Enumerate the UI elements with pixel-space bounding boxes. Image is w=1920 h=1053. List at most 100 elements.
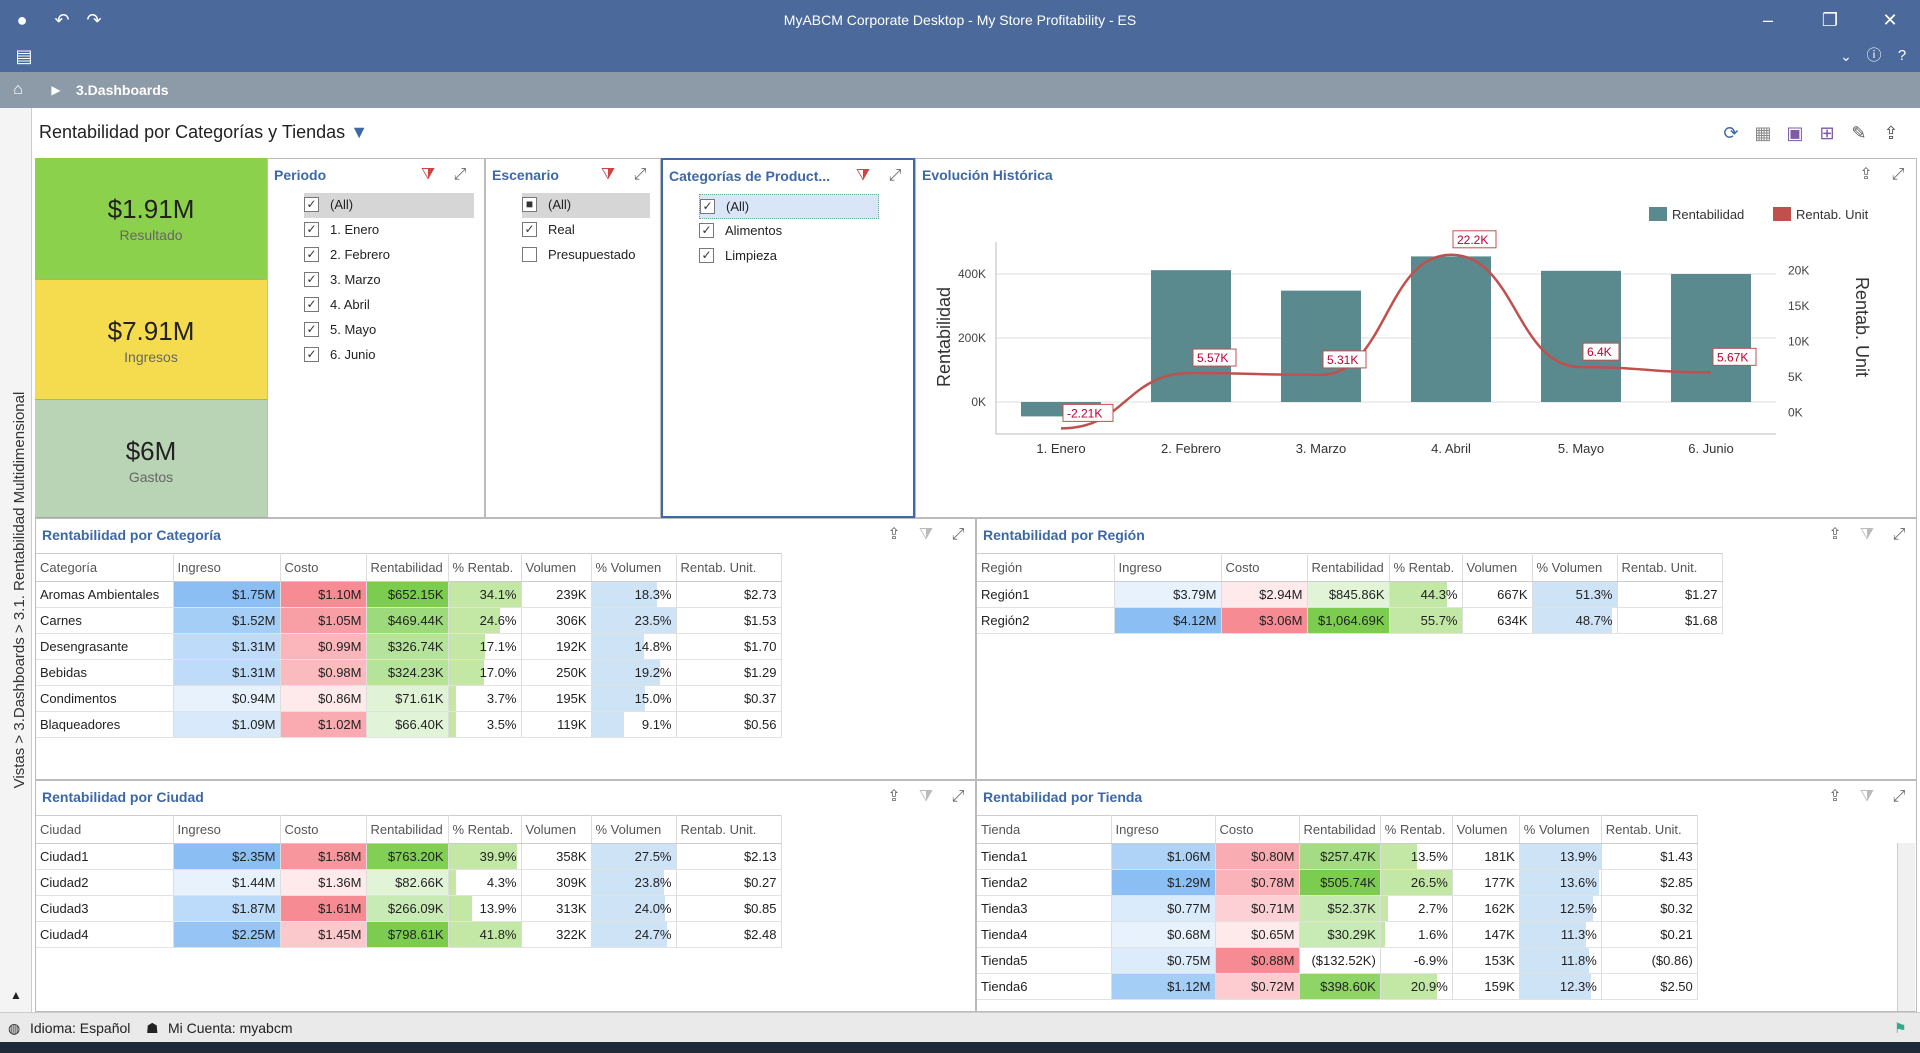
column-header[interactable]: Volumen xyxy=(521,815,592,844)
table-cell[interactable]: $2.50 xyxy=(1601,973,1698,1000)
language-status[interactable]: Idioma: Español xyxy=(30,1020,131,1036)
table-row[interactable]: Tienda3 $0.77M $0.71M $52.37K 2.7% 162K 12.5% $… xyxy=(977,895,1698,922)
table-cell[interactable]: $1,064.69K xyxy=(1307,607,1390,634)
table-cell[interactable]: $52.37K xyxy=(1299,895,1381,922)
checkbox[interactable]: ✓ xyxy=(304,272,319,287)
table-cell[interactable]: Desengrasante xyxy=(36,633,174,660)
filter-icon[interactable]: ▼ xyxy=(350,122,369,142)
table-cell[interactable]: 306K xyxy=(521,607,592,634)
table-cell[interactable]: 1.6% xyxy=(1380,921,1453,948)
column-header[interactable]: Costo xyxy=(280,815,367,844)
periodo-item[interactable]: ✓ 3. Marzo xyxy=(304,268,474,293)
table-row[interactable]: Tienda6 $1.12M $0.72M $398.60K 20.9% 159K 12.3… xyxy=(977,973,1698,1000)
minimize-icon[interactable]: – xyxy=(1762,10,1773,30)
checkbox[interactable]: ✓ xyxy=(304,222,319,237)
table-cell[interactable]: $1.06M xyxy=(1111,843,1216,870)
column-header[interactable]: Volumen xyxy=(1452,815,1520,844)
table-cell[interactable]: $1.44M xyxy=(173,869,281,896)
column-header[interactable]: % Rentab. xyxy=(1380,815,1453,844)
column-header[interactable]: Volumen xyxy=(1462,553,1533,582)
checkbox[interactable]: ✓ xyxy=(304,197,319,212)
flag-icon[interactable]: ⚑ xyxy=(1894,1020,1907,1036)
table-cell[interactable]: Ciudad3 xyxy=(36,895,174,922)
table-cell[interactable]: 153K xyxy=(1452,947,1520,974)
escenario-item[interactable]: Presupuestado xyxy=(522,243,650,268)
table-cell[interactable]: $0.72M xyxy=(1215,973,1300,1000)
table-cell[interactable]: Aromas Ambientales xyxy=(36,581,174,608)
clear-filter-icon[interactable]: ⧩ xyxy=(600,166,616,183)
checkbox[interactable]: ✓ xyxy=(700,199,715,214)
maximize-icon[interactable]: ⤢ xyxy=(951,788,965,805)
table-cell[interactable]: 162K xyxy=(1452,895,1520,922)
table-cell[interactable]: $0.32 xyxy=(1601,895,1698,922)
table-cell[interactable]: 309K xyxy=(521,869,592,896)
table-cell[interactable]: $1.36M xyxy=(280,869,367,896)
table-cell[interactable]: Carnes xyxy=(36,607,174,634)
export-icon[interactable]: ⇪ xyxy=(1828,788,1842,805)
table-cell[interactable]: 3.5% xyxy=(448,711,522,738)
table-row[interactable]: Región2 $4.12M $3.06M $1,064.69K 55.7% 634K 48… xyxy=(977,607,1723,634)
table-row[interactable]: Condimentos $0.94M $0.86M $71.61K 3.7% 195K 15… xyxy=(36,685,782,712)
table-cell[interactable]: $1.12M xyxy=(1111,973,1216,1000)
categoria-item[interactable]: ✓ Alimentos xyxy=(699,219,879,244)
table-cell[interactable]: $1.02M xyxy=(280,711,367,738)
table-cell[interactable]: 20.9% xyxy=(1380,973,1453,1000)
table-row[interactable]: Tienda5 $0.75M $0.88M ($132.52K) -6.9% 153K 11… xyxy=(977,947,1698,974)
table-cell[interactable]: $0.86M xyxy=(280,685,367,712)
table-row[interactable]: Blaqueadores $1.09M $1.02M $66.40K 3.5% 119K 9… xyxy=(36,711,782,738)
table-cell[interactable]: $0.21 xyxy=(1601,921,1698,948)
table-cell[interactable]: Tienda4 xyxy=(977,921,1112,948)
maximize-icon[interactable]: ⤢ xyxy=(1892,788,1906,805)
column-header[interactable]: Rentab. Unit. xyxy=(1617,553,1723,582)
table-cell[interactable]: 34.1% xyxy=(448,581,522,608)
table-row[interactable]: Región1 $3.79M $2.94M $845.86K 44.3% 667K 51.3… xyxy=(977,581,1723,608)
table-cell[interactable]: 3.7% xyxy=(448,685,522,712)
panel-toggle-icon[interactable]: ▤ xyxy=(15,46,33,66)
checkbox[interactable]: ✓ xyxy=(304,247,319,262)
column-header[interactable]: % Rentab. xyxy=(448,553,522,582)
table-cell[interactable]: $1.05M xyxy=(280,607,367,634)
column-header[interactable]: Rentab. Unit. xyxy=(676,553,782,582)
table-cell[interactable]: $1.27 xyxy=(1617,581,1723,608)
table-cell[interactable]: 44.3% xyxy=(1389,581,1463,608)
table-cell[interactable]: 358K xyxy=(521,843,592,870)
table-cell[interactable]: 159K xyxy=(1452,973,1520,1000)
checkbox[interactable]: ✓ xyxy=(304,322,319,337)
table-cell[interactable]: 181K xyxy=(1452,843,1520,870)
clear-filter-icon[interactable]: ⧩ xyxy=(420,166,436,183)
table-cell[interactable]: 192K xyxy=(521,633,592,660)
column-header[interactable]: Región xyxy=(977,553,1115,582)
table-cell[interactable]: ($0.86) xyxy=(1601,947,1698,974)
table-cell[interactable]: 11.3% xyxy=(1519,921,1602,948)
table-cell[interactable]: $2.85 xyxy=(1601,869,1698,896)
column-header[interactable]: Rentabilidad xyxy=(366,553,449,582)
table-cell[interactable]: $71.61K xyxy=(366,685,449,712)
table-cell[interactable]: $845.86K xyxy=(1307,581,1390,608)
table-cell[interactable]: $2.73 xyxy=(676,581,782,608)
table-cell[interactable]: 23.8% xyxy=(591,869,677,896)
column-header[interactable]: % Volumen xyxy=(1532,553,1618,582)
table-cell[interactable]: $4.12M xyxy=(1114,607,1222,634)
table-cell[interactable]: 11.8% xyxy=(1519,947,1602,974)
table-cell[interactable]: $1.31M xyxy=(173,659,281,686)
table-cell[interactable]: 9.1% xyxy=(591,711,677,738)
escenario-item[interactable]: ■ (All) xyxy=(522,193,650,218)
table-cell[interactable]: $1.53 xyxy=(676,607,782,634)
table-cell[interactable]: $0.68M xyxy=(1111,921,1216,948)
table-cell[interactable]: 250K xyxy=(521,659,592,686)
chevron-down-icon[interactable]: ⌄ xyxy=(1840,48,1852,64)
table-cell[interactable]: $30.29K xyxy=(1299,921,1381,948)
column-header[interactable]: Costo xyxy=(1221,553,1308,582)
table-cell[interactable]: $3.79M xyxy=(1114,581,1222,608)
periodo-item[interactable]: ✓ (All) xyxy=(304,193,474,218)
close-icon[interactable]: ✕ xyxy=(1882,10,1898,30)
export-icon[interactable]: ⇪ xyxy=(1883,123,1899,143)
table-cell[interactable]: $1.29 xyxy=(676,659,782,686)
table-cell[interactable]: 12.5% xyxy=(1519,895,1602,922)
column-header[interactable]: Ingreso xyxy=(1114,553,1222,582)
table-cell[interactable]: $763.20K xyxy=(366,843,449,870)
table-cell[interactable]: $1.45M xyxy=(280,921,367,948)
restore-icon[interactable]: ❐ xyxy=(1821,10,1839,30)
undo-icon[interactable]: ↶ xyxy=(54,10,70,30)
table-cell[interactable]: Blaqueadores xyxy=(36,711,174,738)
